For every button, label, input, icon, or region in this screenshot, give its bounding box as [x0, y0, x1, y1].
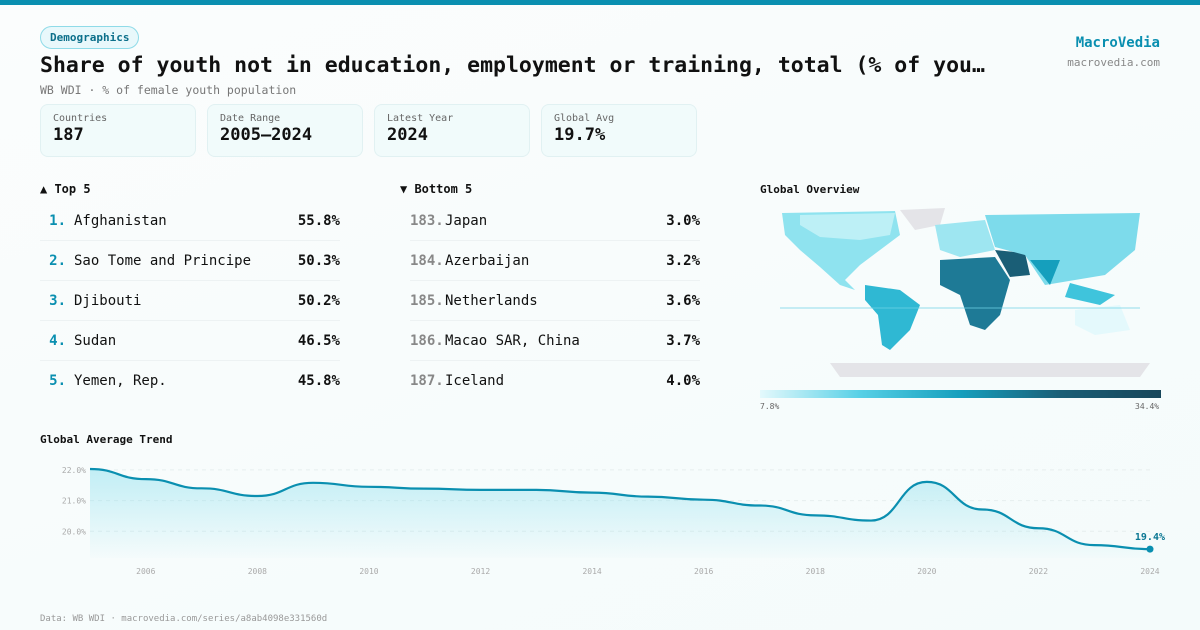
country-value: 4.0%: [666, 373, 700, 389]
x-tick-label: 2018: [806, 567, 825, 576]
bottom5-title: ▼ Bottom 5: [400, 182, 473, 196]
x-tick-label: 2022: [1029, 567, 1048, 576]
rank: 184.: [410, 252, 444, 269]
map-greenland: [900, 208, 945, 230]
list-item[interactable]: 4. Sudan 46.5%: [40, 321, 340, 361]
map-title: Global Overview: [760, 183, 860, 196]
list-item[interactable]: 2. Sao Tome and Principe 50.3%: [40, 241, 340, 281]
x-tick-label: 2014: [582, 567, 601, 576]
map-color-legend: [760, 390, 1161, 398]
country-name: Sao Tome and Principe: [74, 252, 252, 269]
page-title: Share of youth not in education, employm…: [40, 53, 985, 78]
country-value: 3.2%: [666, 252, 700, 269]
map-europe: [935, 220, 995, 257]
map-canada: [800, 213, 895, 240]
rank: 186.: [410, 332, 444, 349]
top5-list: 1. Afghanistan 55.8% 2. Sao Tome and Princip…: [40, 201, 340, 401]
x-tick-label: 2016: [694, 567, 713, 576]
top-accent-bar: [0, 0, 1200, 5]
list-item[interactable]: 183. Japan 3.0%: [410, 201, 700, 241]
country-name: Japan: [445, 212, 488, 229]
country-value: 3.7%: [666, 332, 700, 349]
map-south-asia: [1030, 260, 1060, 285]
list-item[interactable]: 184. Azerbaijan 3.2%: [410, 241, 700, 281]
y-tick-label: 21.0%: [62, 497, 86, 506]
country-name: Netherlands: [445, 292, 538, 309]
rank: 183.: [410, 212, 444, 229]
list-item[interactable]: 186. Macao SAR, China 3.7%: [410, 321, 700, 361]
footer-source[interactable]: Data: WB WDI · macrovedia.com/series/a8a…: [40, 614, 328, 624]
country-value: 3.0%: [666, 212, 700, 229]
country-name: Yemen, Rep.: [74, 373, 167, 389]
rank: 3.: [49, 292, 66, 309]
y-tick-label: 20.0%: [62, 527, 86, 536]
end-value-label: 19.4%: [1135, 532, 1165, 543]
stat-label: Countries: [53, 113, 108, 124]
country-value: 45.8%: [297, 373, 340, 389]
rank: 4.: [49, 332, 66, 349]
x-tick-label: 2020: [917, 567, 936, 576]
legend-max: 34.4%: [1135, 402, 1160, 411]
list-item[interactable]: 5. Yemen, Rep. 45.8%: [40, 361, 340, 401]
list-item[interactable]: 3. Djibouti 50.2%: [40, 281, 340, 321]
stat-card-date-range: Date Range 2005–2024: [207, 104, 363, 157]
category-badge[interactable]: Demographics: [40, 26, 140, 49]
country-value: 55.8%: [297, 212, 340, 229]
stat-label: Global Avg: [554, 113, 615, 124]
trend-area: [90, 469, 1150, 558]
map-asia: [985, 213, 1140, 285]
trend-line: [89, 467, 1151, 551]
brand-logo[interactable]: MacroVedia: [1075, 35, 1160, 51]
rank: 185.: [410, 292, 444, 309]
rank: 2.: [49, 252, 66, 269]
world-choropleth-map[interactable]: [760, 205, 1161, 380]
last-point-marker: [1146, 545, 1154, 553]
country-name: Sudan: [74, 332, 117, 349]
list-item[interactable]: 1. Afghanistan 55.8%: [40, 201, 340, 241]
brand-url[interactable]: macrovedia.com: [1067, 56, 1160, 69]
country-value: 50.2%: [297, 292, 340, 309]
trend-chart: 20.0% 21.0% 22.0% 19.4% 2006 2008 2010 2012 2014…: [62, 466, 1165, 576]
stat-value: 19.7%: [554, 125, 606, 145]
map-south-america: [865, 285, 920, 350]
country-value: 50.3%: [297, 252, 340, 269]
list-item[interactable]: 187. Iceland 4.0%: [410, 361, 700, 401]
stat-value: 2005–2024: [220, 125, 313, 145]
country-value: 3.6%: [666, 292, 700, 309]
stat-card-global-avg: Global Avg 19.7%: [541, 104, 697, 157]
country-value: 46.5%: [297, 332, 340, 349]
rank: 1.: [49, 212, 66, 229]
trend-title: Global Average Trend: [40, 433, 173, 446]
map-middle-east: [995, 250, 1030, 277]
stat-value: 2024: [387, 125, 428, 145]
map-antarctica: [830, 363, 1150, 377]
map-africa: [940, 257, 1010, 330]
stat-value: 187: [53, 125, 84, 145]
top5-title: ▲ Top 5: [40, 182, 91, 196]
country-name: Macao SAR, China: [445, 332, 580, 349]
country-name: Djibouti: [74, 292, 142, 309]
stat-label: Latest Year: [387, 113, 454, 124]
stat-label: Date Range: [220, 113, 281, 124]
map-australia: [1075, 305, 1130, 335]
bottom5-list: 183. Japan 3.0% 184. Azerbaijan 3.2% 185. Nethe…: [410, 201, 700, 401]
list-item[interactable]: 185. Netherlands 3.6%: [410, 281, 700, 321]
country-name: Afghanistan: [74, 212, 167, 229]
country-name: Azerbaijan: [445, 252, 530, 269]
x-tick-label: 2010: [359, 567, 378, 576]
x-tick-label: 2008: [248, 567, 267, 576]
map-southeast-asia: [1065, 283, 1115, 305]
legend-min: 7.8%: [760, 402, 780, 411]
rank: 187.: [410, 373, 444, 389]
page-subtitle: WB WDI · % of female youth population: [40, 83, 297, 97]
x-tick-label: 2006: [136, 567, 155, 576]
rank: 5.: [49, 373, 66, 389]
x-tick-label: 2012: [471, 567, 490, 576]
stat-card-countries: Countries 187: [40, 104, 196, 157]
x-tick-label: 2024: [1140, 567, 1159, 576]
y-tick-label: 22.0%: [62, 466, 86, 475]
stat-card-latest-year: Latest Year 2024: [374, 104, 530, 157]
country-name: Iceland: [445, 373, 505, 389]
